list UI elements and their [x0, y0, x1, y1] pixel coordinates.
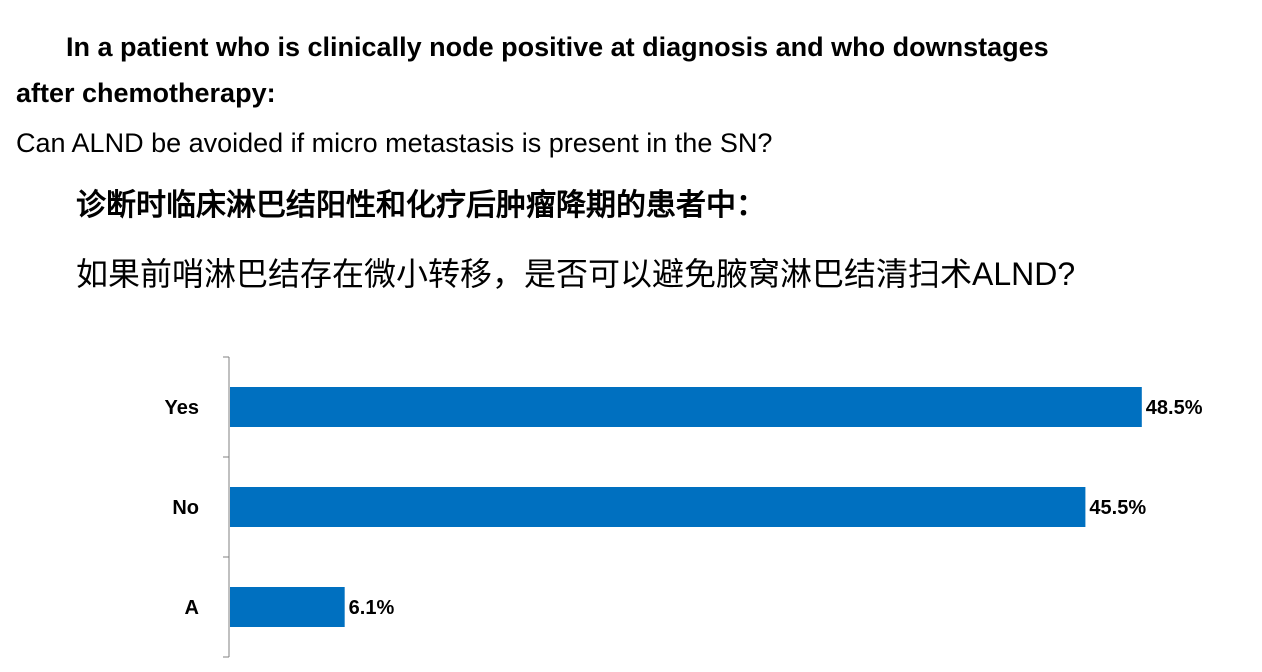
- question-subtitle: Can ALND be avoided if micro metastasis …: [16, 128, 773, 158]
- question-title-zh: 诊断时临床淋巴结阳性和化疗后肿瘤降期的患者中：: [76, 189, 766, 222]
- bar: [230, 487, 1086, 527]
- category-label: Yes: [165, 397, 199, 419]
- bar: [230, 587, 345, 627]
- category-label: A: [185, 597, 199, 619]
- data-label: 48.5%: [1146, 397, 1203, 419]
- bar: [230, 387, 1142, 427]
- data-label: 6.1%: [349, 597, 395, 619]
- question-title-line2: after chemotherapy:: [16, 78, 276, 108]
- data-label: 45.5%: [1089, 497, 1146, 519]
- question-subtitle-zh: 如果前哨淋巴结存在微小转移，是否可以避免腋窝淋巴结清扫术ALND?: [76, 256, 1076, 292]
- question-title-line1: In a patient who is clinically node posi…: [66, 32, 1049, 62]
- category-label: No: [172, 497, 199, 519]
